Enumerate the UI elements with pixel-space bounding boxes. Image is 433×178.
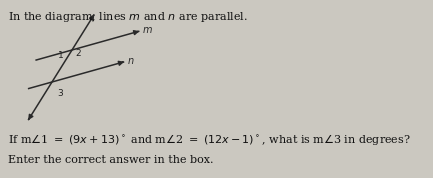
Text: 2: 2 bbox=[75, 49, 81, 59]
Text: $m$: $m$ bbox=[142, 25, 153, 35]
Text: In the diagram, lines $\mathit{m}$ and $\mathit{n}$ are parallel.: In the diagram, lines $\mathit{m}$ and $… bbox=[8, 10, 248, 24]
Text: Enter the correct answer in the box.: Enter the correct answer in the box. bbox=[8, 155, 213, 165]
Text: $n$: $n$ bbox=[127, 56, 135, 66]
Text: 3: 3 bbox=[57, 88, 63, 98]
Text: If m$\angle$1 $=$ $(9x + 13)^\circ$ and m$\angle$2 $=$ $(12x - 1)^\circ$, what i: If m$\angle$1 $=$ $(9x + 13)^\circ$ and … bbox=[8, 132, 411, 147]
Text: 1: 1 bbox=[58, 51, 64, 59]
